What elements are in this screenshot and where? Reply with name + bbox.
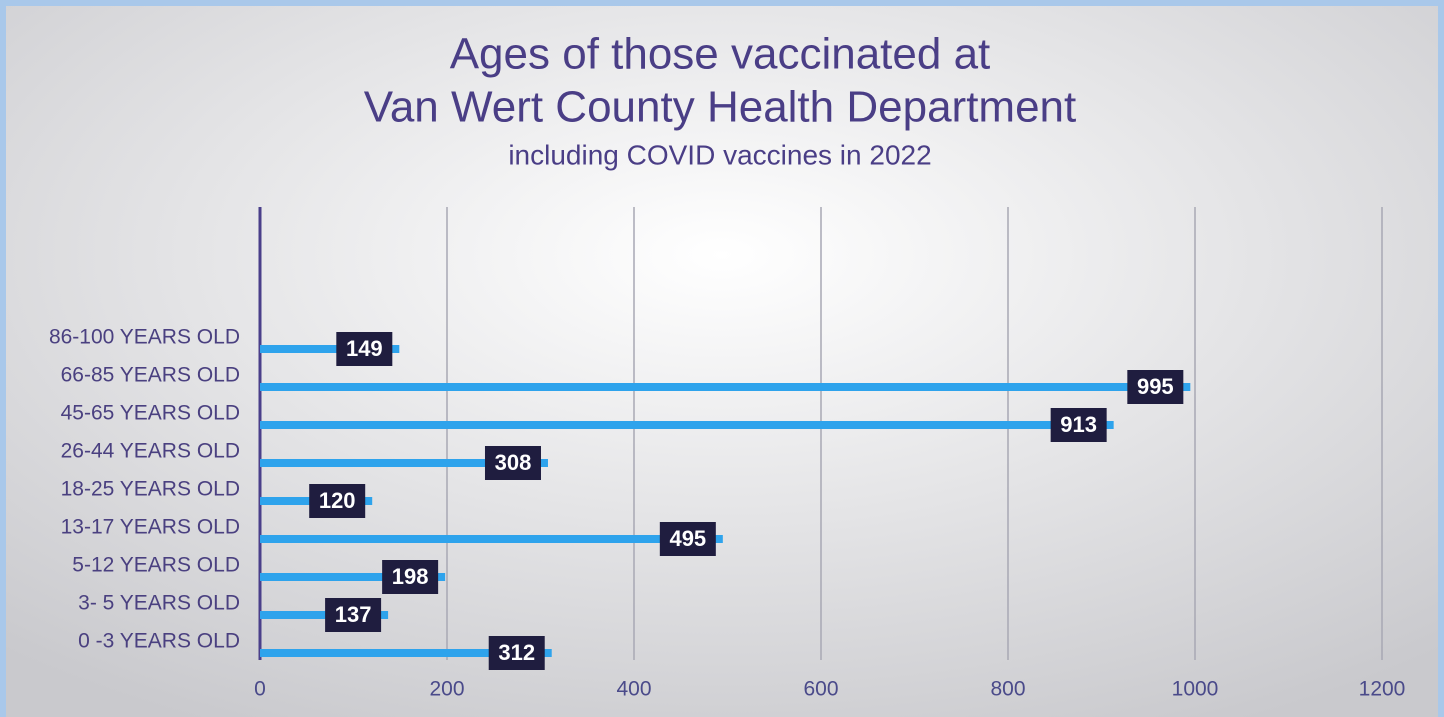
value-label: 198 <box>392 564 429 589</box>
value-label: 120 <box>319 488 356 513</box>
x-tick-label: 800 <box>990 678 1025 701</box>
background <box>6 6 1438 717</box>
y-tick-label: 0 -3 YEARS OLD <box>78 630 240 653</box>
y-tick-label: 3- 5 YEARS OLD <box>78 592 240 615</box>
y-tick-label: 86-100 YEARS OLD <box>49 326 240 349</box>
y-tick-label: 45-65 YEARS OLD <box>61 402 240 425</box>
value-label: 495 <box>669 526 706 551</box>
bar <box>260 459 548 467</box>
bar <box>260 611 389 619</box>
value-label: 312 <box>498 640 535 665</box>
value-label: 308 <box>495 450 532 475</box>
bar <box>260 649 552 657</box>
value-label-box <box>488 636 545 670</box>
value-label-box <box>325 598 382 632</box>
y-tick-label: 5-12 YEARS OLD <box>72 554 240 577</box>
x-tick-label: 200 <box>429 678 464 701</box>
bar <box>260 573 446 581</box>
bar <box>260 535 723 543</box>
value-label-box <box>336 332 393 366</box>
value-label-box <box>1050 408 1107 442</box>
y-tick-label: 26-44 YEARS OLD <box>61 440 240 463</box>
x-tick-label: 1000 <box>1172 678 1219 701</box>
bar <box>260 421 1114 429</box>
value-label: 995 <box>1137 374 1174 399</box>
bar <box>260 383 1191 391</box>
value-label-box <box>1127 370 1184 404</box>
x-tick-label: 600 <box>803 678 838 701</box>
chart-subtitle: including COVID vaccines in 2022 <box>508 139 931 170</box>
x-tick-label: 0 <box>254 678 266 701</box>
value-label: 149 <box>346 336 383 361</box>
value-label-box <box>659 522 716 556</box>
x-tick-label: 1200 <box>1359 678 1406 701</box>
bar <box>260 345 400 353</box>
chart-title: Ages of those vaccinated at <box>450 30 991 79</box>
value-label-box <box>309 484 366 518</box>
y-tick-label: 66-85 YEARS OLD <box>61 364 240 387</box>
y-tick-label: 18-25 YEARS OLD <box>61 478 240 501</box>
value-label: 137 <box>335 602 372 627</box>
x-tick-label: 400 <box>616 678 651 701</box>
chart-title: Van Wert County Health Department <box>364 83 1077 132</box>
value-label-box <box>382 560 439 594</box>
value-label-box <box>484 446 541 480</box>
value-label: 913 <box>1060 412 1097 437</box>
y-tick-label: 13-17 YEARS OLD <box>61 516 240 539</box>
